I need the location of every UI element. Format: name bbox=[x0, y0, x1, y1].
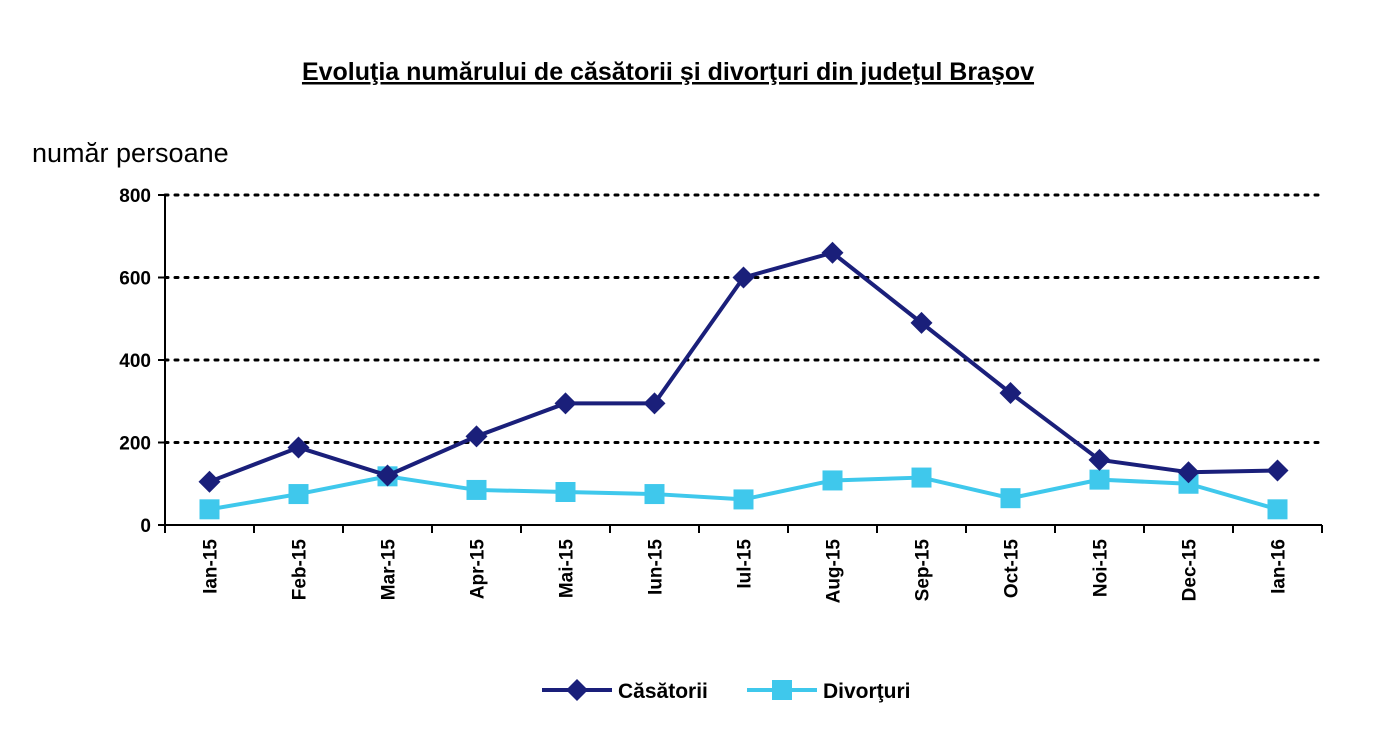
data-point-marker bbox=[999, 382, 1022, 404]
x-tick-label: Dec-15 bbox=[1180, 539, 1201, 602]
x-tick-label: Iul-15 bbox=[735, 539, 756, 589]
data-point-marker bbox=[644, 484, 665, 505]
data-point-marker bbox=[910, 311, 933, 334]
data-point-marker bbox=[555, 482, 576, 502]
data-point-marker bbox=[466, 479, 487, 500]
x-tick-labels: Ian-15 Feb-15 Mar-15 Apr-15 Mai-15 Iun-15 Iul-… bbox=[201, 539, 1290, 604]
x-tick-label: Mar-15 bbox=[379, 539, 400, 601]
data-point-marker bbox=[465, 425, 488, 448]
axes bbox=[158, 194, 1323, 533]
data-point-marker bbox=[733, 489, 754, 510]
y-tick-labels: 0 200 400 600 800 bbox=[119, 186, 151, 537]
data-point-marker bbox=[1266, 459, 1289, 482]
legend-marker bbox=[566, 679, 588, 701]
data-point-marker bbox=[288, 484, 309, 505]
data-point-marker bbox=[1088, 448, 1111, 471]
data-point-marker bbox=[911, 467, 932, 488]
data-point-marker bbox=[821, 241, 844, 264]
data-point-marker bbox=[732, 266, 755, 289]
x-tick-label: Apr-15 bbox=[468, 539, 489, 600]
data-point-marker bbox=[199, 499, 220, 520]
legend-label: Căsătorii bbox=[618, 680, 708, 703]
x-tick-label: Aug-15 bbox=[824, 539, 845, 604]
y-axis-label: număr persoane bbox=[32, 138, 229, 168]
series-group bbox=[198, 241, 1289, 520]
data-point-marker bbox=[643, 392, 666, 415]
y-tick-label: 400 bbox=[119, 351, 151, 372]
data-point-marker bbox=[287, 436, 310, 459]
data-point-marker bbox=[1000, 488, 1021, 509]
x-tick-label: Ian-15 bbox=[201, 539, 222, 594]
data-point-marker bbox=[1177, 461, 1200, 484]
y-tick-label: 600 bbox=[119, 269, 151, 290]
y-tick-label: 0 bbox=[140, 516, 151, 537]
x-tick-label: Ian-16 bbox=[1269, 539, 1290, 594]
legend-label: Divorţuri bbox=[823, 680, 911, 703]
data-point-marker bbox=[1178, 473, 1199, 494]
x-tick-label: Oct-15 bbox=[1002, 539, 1023, 599]
data-point-marker bbox=[1267, 499, 1288, 520]
legend-marker bbox=[772, 680, 792, 700]
gridlines bbox=[163, 193, 1324, 444]
x-tick-label: Feb-15 bbox=[290, 539, 311, 601]
y-tick-label: 200 bbox=[119, 434, 151, 455]
x-tick-label: Noi-15 bbox=[1091, 539, 1112, 598]
x-tick-label: Mai-15 bbox=[557, 539, 578, 599]
x-tick-label: Sep-15 bbox=[913, 539, 934, 602]
data-point-marker bbox=[1089, 469, 1110, 490]
x-tick-label: Iun-15 bbox=[646, 539, 667, 595]
data-point-marker bbox=[376, 464, 399, 487]
chart-title: Evoluţia numărului de căsătorii şi divor… bbox=[302, 58, 1034, 86]
y-tick-label: 800 bbox=[119, 186, 151, 207]
data-point-marker bbox=[198, 470, 221, 493]
data-point-marker bbox=[822, 470, 843, 491]
legend: Căsătorii Divorţuri bbox=[542, 679, 911, 703]
data-point-marker bbox=[554, 392, 577, 415]
